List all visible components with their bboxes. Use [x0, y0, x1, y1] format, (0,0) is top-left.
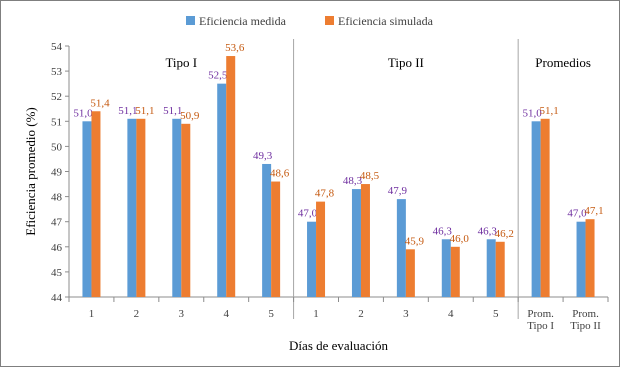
bar-medida: [172, 118, 182, 297]
y-tick-label: 49: [51, 167, 63, 179]
group-label: Tipo II: [388, 55, 424, 70]
data-label: 46,3: [478, 225, 498, 237]
x-tick-label: Prom.: [572, 308, 599, 320]
data-label: 47,1: [584, 205, 603, 217]
data-label: 53,6: [225, 42, 245, 54]
bar-simulada: [226, 56, 236, 297]
x-tick-label: Tipo I: [527, 320, 554, 332]
bar-medida: [576, 221, 586, 297]
y-tick-label: 54: [51, 41, 63, 53]
bar-simulada: [495, 241, 505, 297]
group-label: Promedios: [535, 55, 591, 70]
data-label: 51,1: [163, 105, 182, 117]
y-axis-title: Eficiencia promedio (%): [23, 107, 38, 236]
y-tick-label: 48: [51, 192, 63, 204]
data-label: 52,5: [208, 70, 228, 82]
x-tick-label: 4: [223, 308, 229, 320]
legend-swatch: [186, 16, 195, 25]
data-label: 50,9: [180, 110, 200, 122]
bar-medida: [441, 239, 451, 297]
bar-medida: [351, 189, 361, 297]
legend-label: Eficiencia medida: [199, 14, 287, 28]
data-label: 51,1: [540, 105, 559, 117]
y-tick-label: 52: [51, 91, 62, 103]
y-tick-label: 53: [51, 66, 63, 78]
legend-label: Eficiencia simulada: [338, 14, 434, 28]
bar-simulada: [360, 184, 370, 297]
data-label: 46,3: [433, 225, 453, 237]
bar-simulada: [585, 219, 595, 297]
y-tick-label: 44: [51, 292, 63, 304]
data-label: 48,3: [343, 175, 363, 187]
data-label: 48,5: [360, 170, 380, 182]
legend-swatch: [325, 16, 334, 25]
data-label: 51,4: [90, 97, 110, 109]
x-tick-label: 5: [268, 308, 274, 320]
bar-medida: [486, 239, 496, 297]
y-tick-label: 50: [51, 141, 63, 153]
data-label: 51,1: [118, 105, 137, 117]
data-label: 51,0: [73, 107, 93, 119]
bar-medida: [217, 83, 227, 298]
x-tick-label: 5: [493, 308, 499, 320]
data-label: 47,0: [298, 208, 318, 220]
group-label: Tipo I: [165, 55, 197, 70]
bar-medida: [127, 118, 137, 297]
x-tick-label: 2: [134, 308, 140, 320]
data-label: 46,0: [450, 233, 470, 245]
x-tick-label: 1: [89, 308, 95, 320]
data-label: 47,8: [315, 188, 335, 200]
x-tick-label: 3: [179, 308, 185, 320]
bar-simulada: [405, 249, 415, 297]
data-label: 47,0: [567, 208, 587, 220]
bar-medida: [307, 221, 317, 297]
data-label: 51,1: [135, 105, 154, 117]
x-tick-label: 4: [448, 308, 454, 320]
x-tick-label: 1: [313, 308, 319, 320]
y-tick-label: 47: [51, 217, 63, 229]
bar-medida: [531, 121, 541, 297]
data-label: 49,3: [253, 150, 273, 162]
x-tick-label: 2: [358, 308, 364, 320]
bar-simulada: [450, 246, 460, 297]
bar-simulada: [316, 201, 326, 297]
x-axis-title: Días de evaluación: [289, 338, 388, 353]
bar-simulada: [136, 118, 146, 297]
y-tick-label: 46: [51, 242, 63, 254]
bar-medida: [262, 163, 272, 297]
data-label: 45,9: [405, 235, 425, 247]
bar-simulada: [540, 118, 550, 297]
y-tick-label: 51: [51, 116, 62, 128]
x-tick-label: Prom.: [527, 308, 554, 320]
x-tick-label: Tipo II: [570, 320, 601, 332]
data-label: 47,9: [388, 185, 408, 197]
data-label: 46,2: [495, 228, 514, 240]
x-tick-label: 3: [403, 308, 409, 320]
data-label: 51,0: [523, 107, 543, 119]
y-tick-label: 45: [51, 267, 63, 279]
bar-simulada: [271, 181, 281, 297]
bar-medida: [396, 199, 406, 297]
bar-simulada: [91, 111, 101, 297]
data-label: 48,6: [270, 168, 290, 180]
bar-medida: [82, 121, 92, 297]
bar-simulada: [181, 123, 191, 297]
